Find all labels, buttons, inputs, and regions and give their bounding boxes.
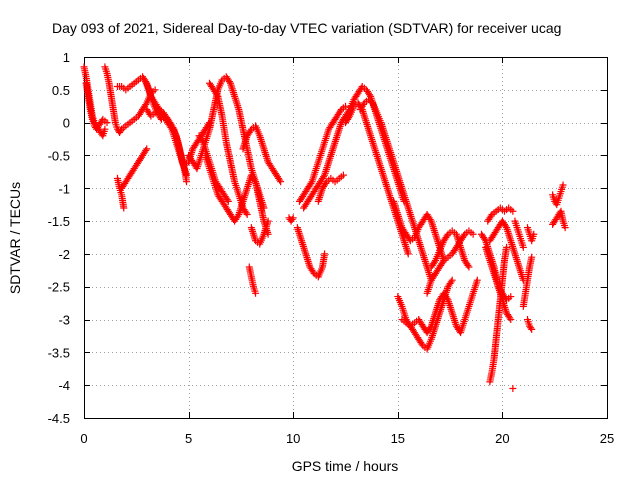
data-point bbox=[481, 235, 489, 243]
data-point bbox=[465, 263, 473, 271]
data-points bbox=[80, 63, 569, 392]
data-point bbox=[503, 243, 511, 251]
y-tick-label: -4 bbox=[58, 378, 70, 393]
data-point bbox=[339, 171, 347, 179]
data-point bbox=[309, 268, 317, 276]
data-point bbox=[120, 204, 128, 212]
data-point bbox=[487, 212, 495, 220]
data-point bbox=[460, 232, 468, 240]
data-point bbox=[277, 178, 285, 186]
data-point bbox=[225, 78, 233, 86]
y-tick-label: 0.5 bbox=[52, 83, 70, 98]
data-point bbox=[264, 217, 272, 225]
data-point bbox=[473, 276, 481, 284]
x-tick-label: 10 bbox=[286, 431, 300, 446]
data-point bbox=[336, 107, 344, 115]
data-point bbox=[561, 224, 569, 232]
data-point bbox=[307, 179, 315, 187]
data-point bbox=[448, 276, 456, 284]
data-point bbox=[142, 147, 150, 155]
data-point bbox=[345, 114, 353, 122]
x-tick-label: 5 bbox=[185, 431, 192, 446]
x-tick-labels: 0 5 10 15 20 25 bbox=[80, 431, 614, 446]
data-point bbox=[447, 278, 455, 286]
data-point bbox=[528, 325, 536, 333]
data-point bbox=[167, 120, 175, 128]
data-point bbox=[530, 230, 538, 238]
x-tick-label: 0 bbox=[80, 431, 87, 446]
y-tick-label: -3.5 bbox=[48, 345, 70, 360]
x-tick-label: 20 bbox=[495, 431, 509, 446]
data-point bbox=[507, 293, 515, 301]
data-point bbox=[502, 222, 510, 230]
data-point bbox=[528, 253, 536, 261]
y-tick-label: 0 bbox=[63, 116, 70, 131]
data-point bbox=[430, 258, 438, 266]
y-tick-label: -2 bbox=[58, 247, 70, 262]
y-tick-label: -0.5 bbox=[48, 148, 70, 163]
data-point bbox=[322, 179, 330, 187]
x-axis-label: GPS time / hours bbox=[292, 458, 399, 474]
data-point bbox=[559, 181, 567, 189]
data-point bbox=[342, 102, 349, 110]
x-tick-label: 15 bbox=[391, 431, 405, 446]
y-tick-label: -1.5 bbox=[48, 214, 70, 229]
data-point bbox=[509, 207, 517, 215]
data-point bbox=[426, 324, 434, 332]
data-point bbox=[250, 176, 258, 184]
data-point bbox=[288, 215, 296, 223]
y-tick-label: 1 bbox=[63, 50, 70, 65]
data-point bbox=[426, 215, 434, 223]
y-axis-label: SDTVAR / TECUs bbox=[7, 182, 23, 294]
data-point bbox=[151, 86, 159, 94]
data-point bbox=[252, 289, 260, 297]
data-point bbox=[366, 91, 374, 99]
data-point bbox=[101, 125, 109, 133]
data-point bbox=[223, 196, 231, 204]
data-point bbox=[289, 214, 297, 222]
data-point bbox=[404, 250, 412, 258]
data-point bbox=[509, 384, 517, 392]
data-point bbox=[246, 127, 254, 135]
y-tick-label: -3 bbox=[58, 313, 70, 328]
chart-title: Day 093 of 2021, Sidereal Day-to-day VTE… bbox=[52, 20, 561, 36]
y-tick-label: -2.5 bbox=[48, 280, 70, 295]
data-point bbox=[359, 101, 367, 109]
x-tick-label: 25 bbox=[600, 431, 614, 446]
data-point bbox=[143, 145, 151, 153]
data-point bbox=[198, 137, 206, 145]
data-point bbox=[418, 340, 426, 348]
grid bbox=[84, 57, 607, 418]
data-point bbox=[439, 258, 447, 266]
data-point bbox=[527, 324, 535, 332]
data-point bbox=[117, 127, 125, 135]
data-point bbox=[519, 243, 527, 251]
data-point bbox=[469, 230, 477, 238]
data-point bbox=[321, 250, 329, 258]
data-point bbox=[213, 91, 221, 99]
data-point bbox=[443, 232, 451, 240]
data-point bbox=[234, 212, 242, 220]
data-point bbox=[276, 176, 284, 184]
data-point bbox=[142, 101, 150, 109]
data-point bbox=[183, 171, 191, 179]
data-point bbox=[506, 314, 514, 322]
data-point bbox=[464, 261, 472, 269]
data-point bbox=[103, 119, 111, 127]
y-tick-label: -1 bbox=[58, 181, 70, 196]
data-point bbox=[242, 209, 250, 217]
y-tick-labels: 1 0.5 0 -0.5 -1 -1.5 -2 -2.5 -3 -3.5 -4 -4.5 bbox=[48, 50, 70, 426]
data-point bbox=[443, 294, 451, 302]
axis-ticks bbox=[84, 57, 608, 419]
plot-frame bbox=[84, 57, 608, 419]
y-tick-label: -4.5 bbox=[48, 411, 70, 426]
data-point bbox=[224, 197, 232, 205]
data-point bbox=[507, 316, 515, 324]
data-point bbox=[320, 173, 328, 181]
data-point bbox=[183, 178, 191, 186]
data-point bbox=[243, 211, 251, 219]
